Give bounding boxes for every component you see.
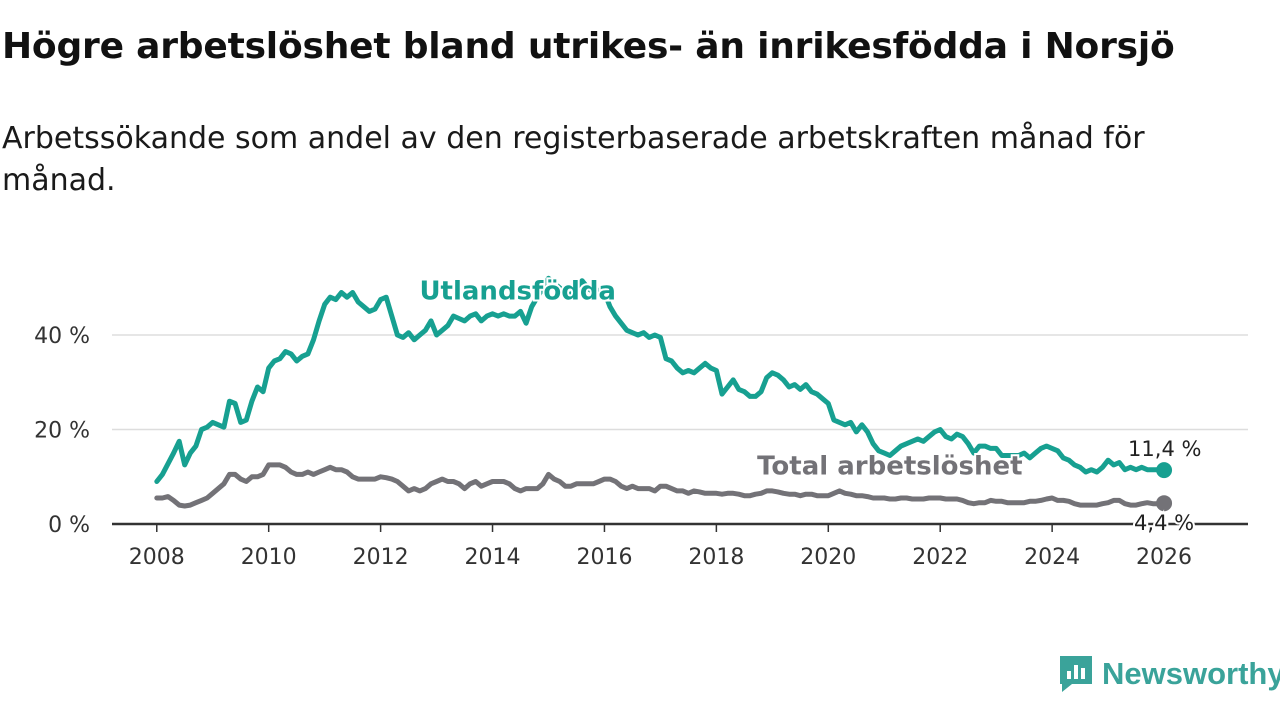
x-tick-label: 2018 — [688, 545, 744, 570]
x-tick-label: 2012 — [353, 545, 409, 570]
newsworthy-logo: Newsworthy — [1058, 654, 1280, 694]
series-labels: Utlandsfödda Total arbetslöshet 11,4 % 4… — [417, 275, 1201, 538]
x-tick-label: 2024 — [1024, 545, 1080, 570]
end-value-label-total: 4,4 % — [1134, 511, 1194, 535]
chart-title: Högre arbetslöshet bland utrikes- än inr… — [2, 26, 1175, 67]
series-label-utlandsfodda: Utlandsfödda — [419, 277, 616, 307]
end-value-label-utlandsfodda: 11,4 % — [1128, 437, 1201, 461]
x-tick-label: 2026 — [1136, 545, 1192, 570]
x-tick-label: 2016 — [576, 545, 632, 570]
series-line-total-arbetsloshet — [154, 462, 1167, 509]
newsworthy-logo-icon — [1060, 656, 1092, 692]
x-tick-label: 2008 — [129, 545, 185, 570]
y-tick-label: 0 % — [48, 513, 90, 538]
y-tick-label: 20 % — [34, 419, 90, 444]
y-axis-ticks: 0 % 20 % 40 % — [34, 324, 90, 538]
series-line-utlandsfodda — [154, 275, 1167, 484]
series-group — [154, 275, 1173, 512]
chart-subtitle: Arbetssökande som andel av den registerb… — [2, 121, 1145, 198]
x-tick-label: 2010 — [241, 545, 297, 570]
series-label-total-arbetsloshet: Total arbetslöshet — [757, 451, 1022, 481]
x-tick-label: 2014 — [465, 545, 521, 570]
y-tick-label: 40 % — [34, 324, 90, 349]
brand-name: Newsworthy — [1102, 656, 1280, 691]
gridlines — [112, 334, 1248, 526]
x-tick-label: 2022 — [912, 545, 968, 570]
x-tick-label: 2020 — [800, 545, 856, 570]
x-axis-ticks: 2008 2010 2012 2014 2016 2018 2020 2022 2024 2026 — [129, 524, 1192, 570]
end-dot-total — [1156, 495, 1173, 512]
end-dot-utlandsfodda — [1156, 462, 1173, 479]
